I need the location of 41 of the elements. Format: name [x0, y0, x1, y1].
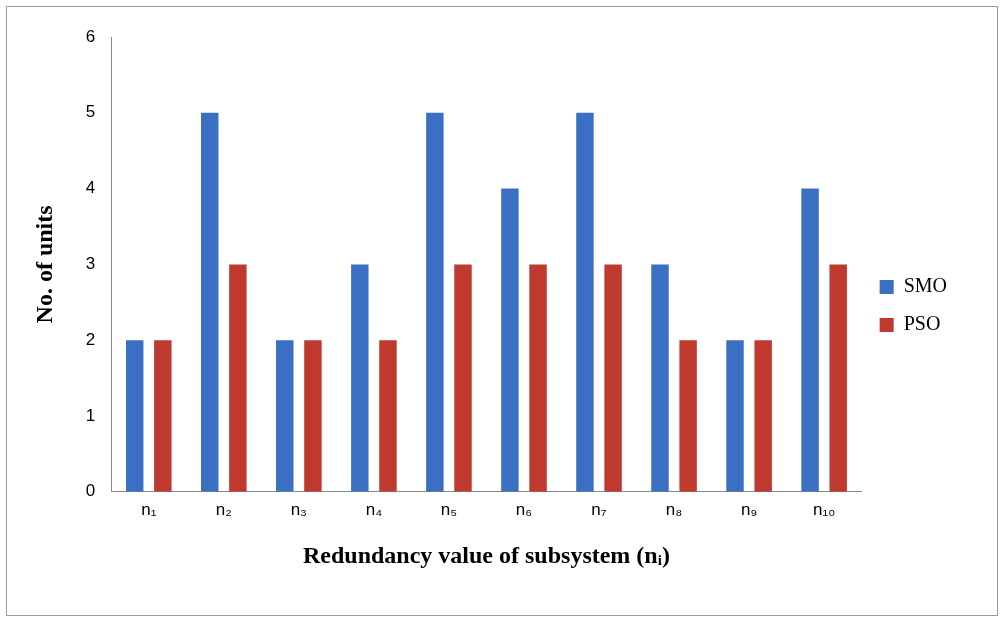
x-tick-label: n₃: [290, 499, 308, 519]
bar: [201, 112, 219, 492]
bar: [604, 264, 622, 492]
x-tick-label: n₄: [365, 499, 383, 519]
bar: [154, 340, 172, 492]
bar: [454, 264, 472, 492]
y-tick-label: 6: [85, 26, 96, 46]
y-tick-label: 5: [85, 102, 96, 122]
x-tick-label: n₁₀: [813, 499, 836, 519]
x-tick-label: n₈: [665, 499, 683, 519]
y-tick-label: 0: [85, 481, 96, 501]
x-axis-title: Redundancy value of subsystem (nᵢ): [302, 541, 670, 568]
bar: [726, 340, 744, 492]
bar: [679, 340, 697, 492]
bar: [829, 264, 847, 492]
bar: [426, 112, 444, 492]
x-tick-label: n₉: [740, 499, 758, 519]
bar: [501, 188, 519, 492]
x-tick-label: n₇: [591, 499, 607, 519]
y-tick-label: 3: [85, 254, 96, 274]
bar: [529, 264, 547, 492]
x-tick-label: n₁: [141, 499, 157, 519]
legend-label: PSO: [903, 312, 941, 335]
y-tick-label: 4: [85, 178, 96, 198]
legend-label: SMO: [903, 274, 948, 297]
bar: [276, 340, 294, 492]
bar: [304, 340, 322, 492]
y-tick-label: 1: [85, 405, 96, 425]
bar: [754, 340, 772, 492]
bar: [576, 112, 594, 492]
bar: [351, 264, 369, 492]
x-tick-label: n₅: [440, 499, 458, 519]
bar: [125, 340, 144, 492]
bar: [229, 264, 247, 492]
x-tick-label: n₂: [215, 499, 232, 519]
bar: [651, 264, 669, 492]
x-tick-label: n₆: [515, 499, 533, 519]
bar: [801, 188, 819, 492]
bar: [379, 340, 397, 492]
y-tick-label: 2: [85, 329, 96, 349]
y-axis-title: No. of units: [30, 205, 57, 324]
